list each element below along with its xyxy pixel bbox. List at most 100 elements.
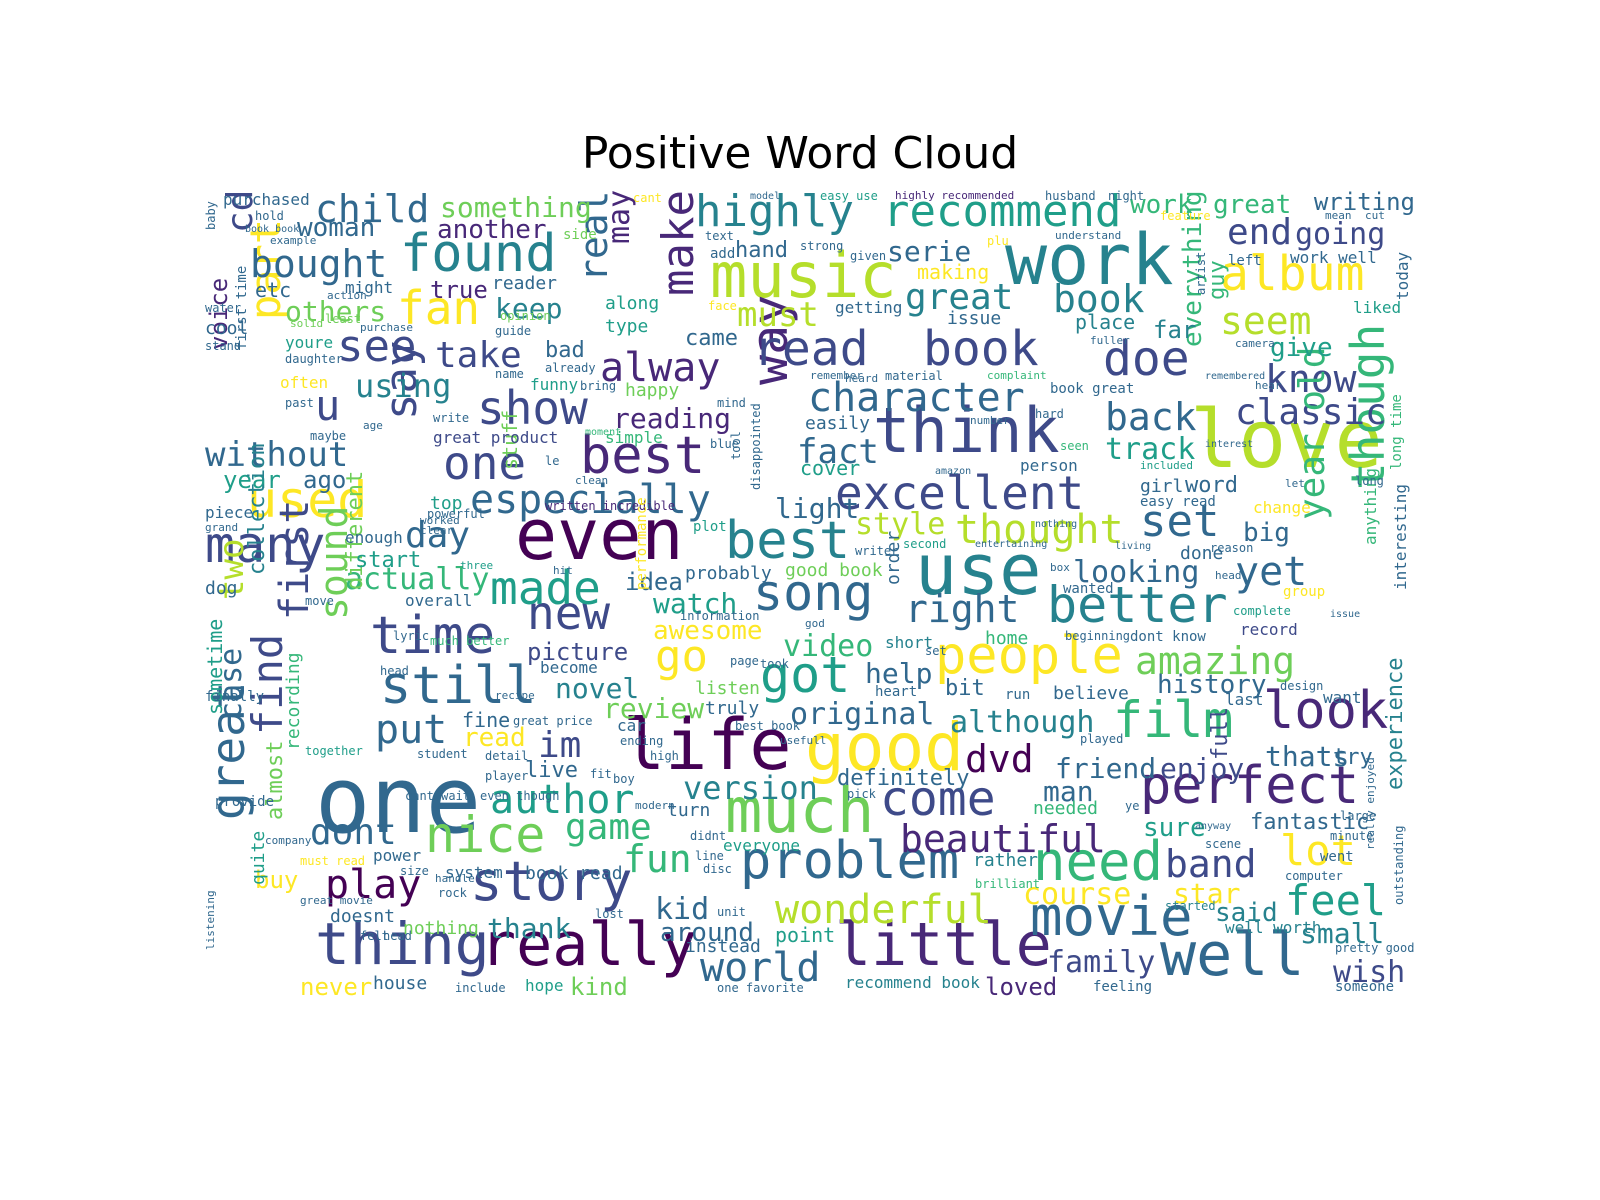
cloud-word: set [1140,496,1220,547]
cloud-word: remember [810,369,863,382]
cloud-word: loved [985,973,1058,1001]
cloud-word: read [463,723,526,753]
cloud-word: unit [717,905,746,919]
cloud-word: side [563,227,597,243]
cloud-word: history [1157,670,1267,700]
cloud-word: reading [613,402,732,435]
cloud-word: living [1115,541,1152,552]
cloud-word: new [527,586,611,640]
word-cloud-title: Positive Word Cloud [581,128,1019,179]
cloud-word: age [363,419,383,432]
cloud-word: thing [315,910,490,978]
cloud-word: thought [955,507,1124,553]
cloud-word: fact [797,432,879,472]
cloud-word: provide [215,794,275,810]
cloud-word: nothing [403,918,479,939]
cloud-word: guy [1205,260,1230,300]
cloud-word: story [470,850,633,913]
cloud-word: feature [1160,209,1211,223]
cloud-word: dog [205,578,238,599]
cloud-word: picture [527,638,629,666]
cloud-word: version [683,769,818,807]
cloud-word: recipe [495,689,535,702]
cloud-word: u [315,381,341,430]
cloud-word: right [905,587,1020,631]
cloud-word: serie [887,235,972,268]
cloud-word: person [1020,456,1078,475]
cloud-word: material [885,369,943,383]
cloud-word: think [873,394,1060,467]
cloud-word: work [1130,190,1193,220]
cloud-word: started [1165,899,1216,913]
cloud-word: give [1270,333,1333,363]
cloud-word: interest [1205,439,1254,450]
cloud-word: issue [1330,609,1361,620]
cloud-word: movie [1030,885,1193,948]
cloud-word: let [1285,477,1305,490]
cloud-word: may [602,190,637,245]
cloud-word: film [1113,691,1234,749]
cloud-word: day [405,515,471,556]
cloud-word: student [417,747,468,761]
cloud-word: classic [1235,392,1387,433]
cloud-word: found [400,224,557,284]
cloud-word: music [710,239,897,312]
cloud-word: stand [205,339,242,353]
cloud-word: run [1005,687,1031,703]
cloud-word: sure [1143,813,1206,843]
cloud-word: love [1190,393,1383,486]
cloud-word: complaint [987,369,1047,382]
cloud-word: might [345,278,394,297]
cloud-word: performance [634,497,650,590]
cloud-word: believe [1053,683,1129,704]
cloud-word: another [437,215,547,245]
cloud-word: le [545,454,560,468]
cloud-word: purchased [223,190,310,209]
cloud-word: help [865,657,933,690]
cloud-word: must [737,295,819,335]
cloud-word: fine [462,708,511,732]
cloud-word: doe [1103,331,1190,387]
cloud-word: head [1215,569,1242,582]
cloud-word: power [373,846,422,865]
cloud-word: enough [345,528,403,547]
cloud-word: hit [553,564,573,577]
cloud-word: actually [345,562,490,597]
cloud-word: today [1393,251,1412,300]
cloud-word: back [1105,395,1197,439]
cloud-word: best book [735,719,801,733]
cloud-word: best [580,426,706,486]
cloud-word: wonderful [775,887,992,933]
cloud-word: book [1053,277,1145,321]
cloud-word: husband [1045,190,1096,203]
cloud-word: use [915,529,1042,611]
cloud-word: want [1323,688,1362,707]
cloud-word: fun [623,837,692,881]
cloud-word: probably [685,563,772,584]
cloud-word: true [430,276,488,304]
cloud-word: alway [600,345,721,391]
cloud-word: included [1140,459,1193,472]
cloud-word: well [1160,920,1305,990]
cloud-word: together [305,744,363,758]
cloud-word: work well [1290,248,1377,267]
cloud-word: one [315,747,482,854]
cloud-word: novel [555,672,640,705]
cloud-word: look [1263,681,1389,741]
cloud-word: great [905,277,1014,318]
cloud-word: change [1253,498,1311,517]
cloud-word: home [985,628,1029,649]
cloud-word: word [1185,473,1238,498]
cloud-word: hope [525,976,564,995]
cloud-word: best [725,511,851,571]
cloud-word: entertaining [975,539,1048,550]
cloud-word: played [1080,732,1124,746]
cloud-word: seen [1060,439,1089,453]
cloud-word: pick [847,787,876,801]
cloud-word: baby [205,201,218,230]
cloud-word: solid [290,317,324,330]
cloud-word: disappointed [749,403,763,490]
cloud-word: video [783,629,874,664]
cloud-word: writing [1313,190,1415,216]
cloud-word: rather [973,850,1039,871]
